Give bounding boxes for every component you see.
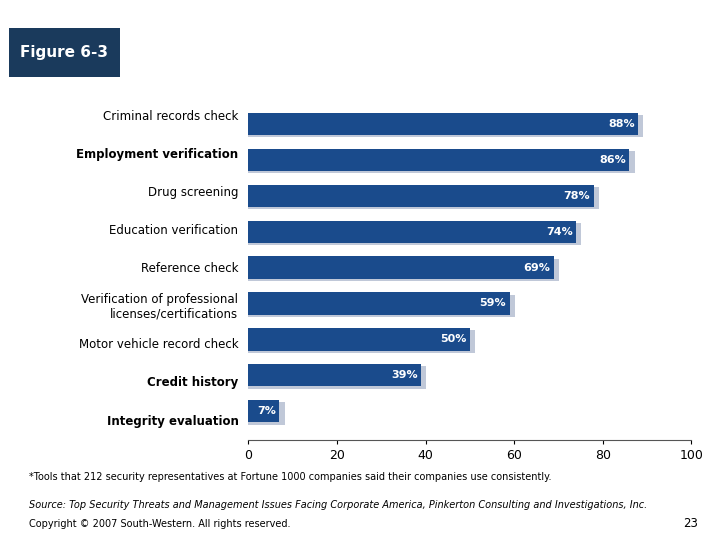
Text: Employment verification: Employment verification: [76, 148, 238, 161]
Bar: [248, 115, 644, 137]
Text: Reference check: Reference check: [141, 262, 238, 275]
Text: 59%: 59%: [480, 299, 506, 308]
Bar: [248, 400, 279, 422]
FancyBboxPatch shape: [9, 28, 120, 77]
Bar: [248, 364, 421, 387]
Text: Copyright © 2007 South-Western. All rights reserved.: Copyright © 2007 South-Western. All righ…: [29, 519, 290, 530]
Bar: [248, 259, 559, 281]
Text: 39%: 39%: [391, 370, 418, 380]
Text: *Tools that 212 security representatives at Fortune 1000 companies said their co: *Tools that 212 security representatives…: [29, 472, 552, 483]
Text: 74%: 74%: [546, 227, 572, 237]
Text: Criminal records check: Criminal records check: [103, 110, 238, 123]
Text: Use of Pre-Employment Selection Tools by Fortune 1000 Companies*: Use of Pre-Employment Selection Tools by…: [133, 44, 705, 62]
Bar: [248, 330, 475, 353]
Text: 7%: 7%: [257, 406, 276, 416]
Text: Integrity evaluation: Integrity evaluation: [107, 415, 238, 428]
Text: Credit history: Credit history: [147, 376, 238, 389]
Bar: [248, 294, 515, 317]
Text: Figure 6-3: Figure 6-3: [20, 45, 109, 60]
Text: Drug screening: Drug screening: [148, 186, 238, 199]
Text: 23: 23: [683, 517, 698, 530]
Text: 88%: 88%: [608, 119, 634, 129]
Text: 78%: 78%: [564, 191, 590, 201]
Text: 86%: 86%: [599, 155, 626, 165]
Text: 50%: 50%: [440, 334, 467, 345]
Bar: [248, 187, 599, 209]
Bar: [248, 256, 554, 279]
Bar: [248, 113, 638, 135]
Bar: [248, 151, 634, 173]
Bar: [248, 220, 576, 243]
Bar: [248, 328, 469, 350]
Text: Education verification: Education verification: [109, 224, 238, 237]
Bar: [248, 185, 594, 207]
Bar: [248, 366, 426, 389]
Bar: [248, 222, 581, 245]
Bar: [248, 402, 284, 424]
Text: Source: Top Security Threats and Management Issues Facing Corporate America, Pin: Source: Top Security Threats and Managem…: [29, 500, 647, 510]
Bar: [248, 292, 510, 315]
Text: Verification of professional
licenses/certifications: Verification of professional licenses/ce…: [81, 293, 238, 321]
Text: 69%: 69%: [523, 262, 550, 273]
Text: Motor vehicle record check: Motor vehicle record check: [78, 339, 238, 352]
Bar: [248, 148, 629, 171]
